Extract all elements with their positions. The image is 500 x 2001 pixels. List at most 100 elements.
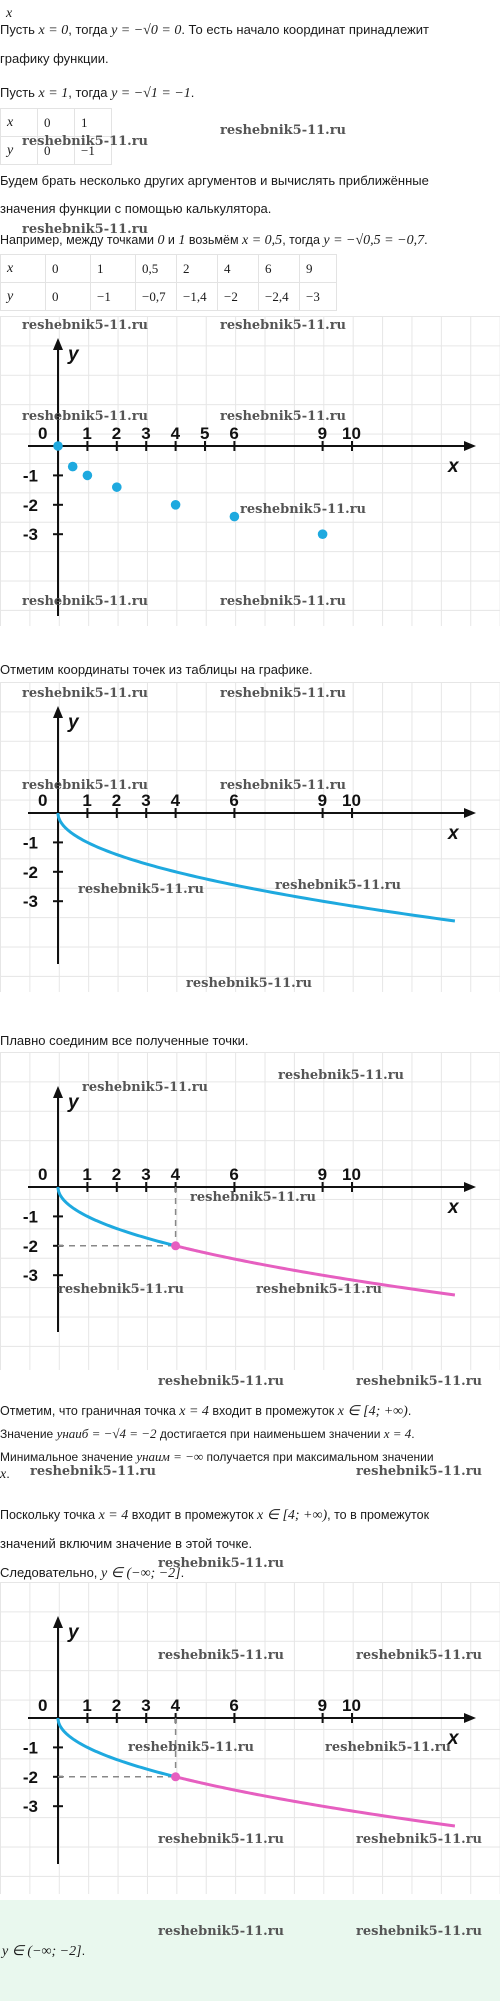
watermark: reshebnik5-11.ru: [240, 502, 367, 517]
watermark: reshebnik5-11.ru: [22, 594, 149, 609]
watermark: reshebnik5-11.ru: [356, 1374, 483, 1389]
table-cell: 0: [45, 254, 91, 283]
chart-4: x y 0 1 2 3 4 6 9 10 -1 -2 -3: [23, 1616, 476, 1864]
para3-line-7: Следовательно, y ∈ (−∞; −2].: [0, 1565, 185, 1581]
function-curve-right: [175, 1244, 456, 1297]
watermark: reshebnik5-11.ru: [58, 1282, 185, 1297]
text-after-chart-2: Плавно соединим все полученные точки.: [0, 1033, 249, 1048]
table-cell: −0,7: [135, 282, 177, 311]
watermark: reshebnik5-11.ru: [220, 123, 347, 138]
y-tick-label: -2: [23, 496, 38, 515]
table-cell: 1: [90, 254, 136, 283]
watermark: reshebnik5-11.ru: [128, 1740, 255, 1755]
x-tick-label: 10: [342, 1696, 361, 1715]
para3-line-6: значений включим значение в этой точке.: [0, 1536, 253, 1551]
x-tick-label: 6: [229, 424, 238, 443]
y-tick-label: -2: [23, 1237, 38, 1256]
watermark: reshebnik5-11.ru: [22, 318, 149, 333]
watermark: reshebnik5-11.ru: [22, 222, 149, 237]
x-axis-label: x: [447, 1197, 460, 1218]
para2-line-1: Будем брать несколько других аргументов …: [0, 173, 429, 188]
table-row: x 0 1: [0, 108, 112, 137]
table-cell: x: [0, 108, 38, 137]
table-cell: −3: [299, 282, 337, 311]
text-after-chart-1: Отметим координаты точек из таблицы на г…: [0, 662, 313, 677]
table-cell: x: [0, 254, 46, 283]
x-tick-label: 5: [200, 424, 209, 443]
table-cell: −2: [217, 282, 259, 311]
answer-box: y ∈ (−∞; −2].: [0, 1900, 500, 2001]
watermark: reshebnik5-11.ru: [158, 1556, 285, 1571]
data-point: [317, 529, 328, 539]
watermark: reshebnik5-11.ru: [220, 318, 347, 333]
para3-line-4: x.: [0, 1466, 10, 1482]
watermark: reshebnik5-11.ru: [220, 778, 347, 793]
watermark: reshebnik5-11.ru: [275, 878, 402, 893]
watermark: reshebnik5-11.ru: [220, 686, 347, 701]
watermark: reshebnik5-11.ru: [356, 1832, 483, 1847]
x-tick-label: 2: [112, 791, 121, 810]
x-tick-label: 6: [229, 791, 238, 810]
intro-line-3: Пусть x = 1, тогда y = −√1 = −1.: [0, 85, 195, 101]
x-tick-label: 3: [141, 424, 150, 443]
table-cell: 9: [299, 254, 337, 283]
data-point: [229, 511, 240, 522]
x-tick-label: 1: [82, 791, 91, 810]
watermark: reshebnik5-11.ru: [158, 1374, 285, 1389]
table-cell: 0: [45, 282, 91, 311]
table-cell: 0: [37, 136, 75, 165]
watermark: reshebnik5-11.ru: [278, 1068, 405, 1083]
x-axis-arrow: [464, 1182, 476, 1192]
para3-line-3: Минимальное значение yнаим = −∞ получает…: [0, 1449, 434, 1464]
watermark: reshebnik5-11.ru: [256, 1282, 383, 1297]
para3-line-1: Отметим, что граничная точка x = 4 входи…: [0, 1404, 412, 1419]
x-tick-label: 3: [141, 791, 150, 810]
watermark: reshebnik5-11.ru: [30, 1464, 157, 1479]
x-tick-label: 2: [112, 1696, 121, 1715]
watermark: reshebnik5-11.ru: [356, 1924, 483, 1939]
watermark: reshebnik5-11.ru: [186, 976, 313, 991]
x-tick-label: 3: [141, 1696, 150, 1715]
y-axis-arrow: [53, 1086, 63, 1098]
x-tick-label: 2: [112, 424, 121, 443]
data-point: [112, 482, 122, 492]
chart-panel-3: [0, 1052, 500, 1370]
x-tick-label: 6: [229, 1165, 238, 1184]
x-tick-label: 10: [342, 791, 361, 810]
watermark: reshebnik5-11.ru: [158, 1648, 285, 1663]
y-axis-label: y: [67, 344, 80, 365]
y-axis-arrow: [53, 1616, 63, 1628]
data-point: [170, 500, 181, 510]
y-tick-label: -3: [23, 1266, 38, 1285]
y-tick-label: -1: [23, 1207, 38, 1226]
intro-line-1: Пусть x = 0, тогда y = −√0 = 0. То есть …: [0, 22, 429, 38]
x-tick-label: 0: [38, 424, 47, 443]
y-axis-label: y: [67, 712, 80, 733]
table-row: x 0 1 0,5 2 4 6 9: [0, 254, 337, 283]
table-cell: −1: [90, 282, 136, 311]
y-axis-arrow: [53, 706, 63, 718]
answer-text: y ∈ (−∞; −2].: [2, 1943, 86, 1959]
data-point: [67, 461, 78, 472]
watermark: reshebnik5-11.ru: [220, 594, 347, 609]
y-tick-label: -1: [23, 1738, 38, 1757]
watermark: reshebnik5-11.ru: [22, 409, 149, 424]
chart-1: x y 0 1 2 3 4 5 6 9 10 -1 -2 -3: [23, 338, 476, 616]
x-tick-label: 4: [171, 791, 181, 810]
y-tick-label: -3: [23, 892, 38, 911]
x-tick-label: 9: [318, 791, 327, 810]
header-variable: x: [6, 6, 13, 21]
table-row: y 0 −1: [0, 136, 112, 165]
x-tick-label: 10: [342, 1165, 361, 1184]
watermark: reshebnik5-11.ru: [356, 1464, 483, 1479]
x-axis-label: x: [447, 456, 460, 477]
x-tick-label: 1: [82, 1165, 91, 1184]
table-cell: 1: [74, 108, 112, 137]
para3-line-2: Значение yнаиб = −√4 = −2 достигается пр…: [0, 1426, 415, 1441]
watermark: reshebnik5-11.ru: [158, 1924, 285, 1939]
watermark: reshebnik5-11.ru: [158, 1832, 285, 1847]
table-cell: −1: [74, 136, 112, 165]
x-tick-label: 0: [38, 1696, 47, 1715]
watermark: reshebnik5-11.ru: [190, 1190, 317, 1205]
y-tick-label: -3: [23, 1797, 38, 1816]
